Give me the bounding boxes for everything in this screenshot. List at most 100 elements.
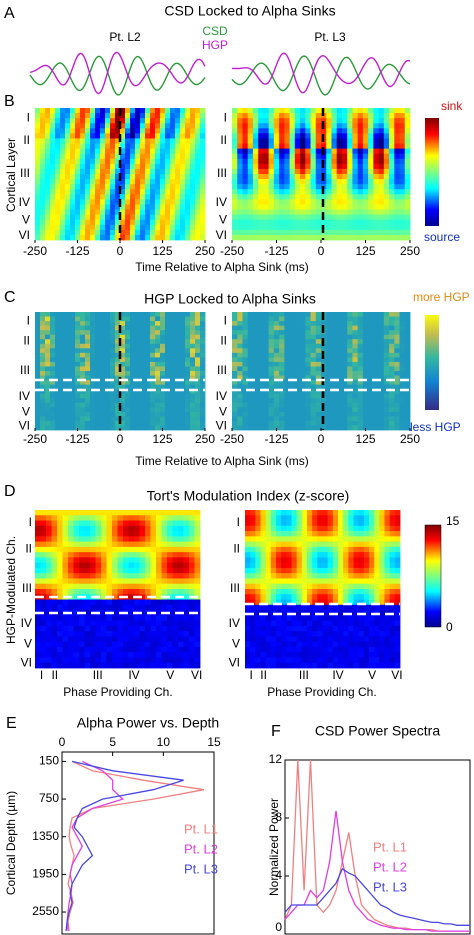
heatmap-cell (263, 189, 270, 195)
heatmap-cell (57, 636, 63, 643)
heatmap-cell (315, 199, 322, 205)
heatmap-cell (190, 348, 196, 354)
heatmap-cell (368, 389, 374, 395)
heatmap-cell (327, 573, 334, 579)
heatmap-cell (237, 128, 243, 134)
heatmap-cell (357, 189, 364, 195)
heatmap-cell (105, 163, 111, 170)
heatmap-cell (260, 594, 267, 600)
heatmap-cell (68, 557, 74, 564)
heatmap-cell (379, 525, 385, 532)
heatmap-cell (250, 546, 256, 553)
heatmap-cell (115, 312, 121, 317)
heatmap-cell (135, 108, 141, 114)
heatmap-cell (389, 411, 395, 417)
heatmap-cell (165, 348, 171, 354)
heatmap-cell (178, 620, 184, 627)
heatmap-cell (90, 384, 96, 390)
heatmap-cell (57, 567, 63, 574)
heatmap-cell (194, 636, 201, 643)
heatmap-cell (112, 641, 118, 648)
heatmap-cell (347, 153, 353, 160)
heatmap-cell (331, 184, 338, 190)
heatmap-cell (296, 557, 303, 564)
heatmap-cell (90, 321, 96, 327)
heatmap-cell (160, 357, 166, 363)
heatmap-cell (378, 209, 385, 216)
heatmap-cell (315, 366, 322, 372)
heatmap-cell (70, 398, 76, 404)
heatmap-cell (90, 204, 96, 210)
heatmap-cell (394, 179, 400, 185)
heatmap-cell (180, 128, 186, 134)
heatmap-cell (46, 641, 52, 648)
heatmap-cell (242, 148, 249, 155)
heatmap-cell (245, 567, 251, 574)
heatmap-cell (294, 194, 301, 200)
heatmap-cell (394, 357, 400, 363)
heatmap-cell (75, 153, 81, 160)
heatmap-cell (35, 531, 41, 537)
heatmap-cell (110, 339, 116, 345)
heatmap-cell (399, 174, 406, 180)
heatmap-cell (286, 583, 292, 590)
heatmap-cell (341, 398, 348, 404)
heatmap-cell (73, 599, 80, 606)
heatmap-cell (237, 402, 243, 408)
heatmap-cell (117, 578, 124, 585)
heatmap-cell (190, 199, 196, 205)
heatmap-cell (183, 615, 190, 621)
heatmap-cell (145, 615, 151, 621)
heatmap-cell (170, 229, 176, 236)
heatmap-cell (237, 321, 243, 327)
heatmap-cell (300, 224, 306, 231)
heatmap-cell (260, 546, 267, 553)
heatmap-cell (190, 371, 196, 376)
heatmap-cell (35, 420, 41, 426)
heatmap-cell (145, 214, 151, 221)
heatmap-cell (232, 108, 238, 114)
heatmap-cell (332, 583, 339, 590)
heatmap-cell (95, 158, 101, 165)
heatmap-cell (46, 625, 52, 632)
heatmap-cell (40, 625, 47, 632)
heatmap-cell (305, 407, 311, 413)
heatmap-cell (35, 520, 41, 527)
heatmap-cell (315, 330, 322, 336)
heatmap-cell (291, 594, 298, 600)
heatmap-cell (60, 174, 66, 180)
heatmap-cell (125, 219, 131, 226)
heatmap-cell (117, 641, 124, 648)
heatmap-cell (357, 420, 364, 426)
heatmap-cell (294, 143, 301, 150)
heatmap-cell (245, 510, 251, 516)
heatmap-cell (327, 583, 334, 590)
heatmap-cell (279, 357, 285, 363)
heatmap-cell (322, 531, 329, 537)
heatmap-cell (45, 316, 51, 322)
heatmap-cell (258, 163, 264, 170)
heatmap-cell (178, 578, 184, 585)
heatmap-cell (352, 425, 359, 431)
heatmap-cell (139, 589, 146, 595)
heatmap-cell (95, 371, 101, 376)
heatmap-cell (65, 113, 71, 119)
heatmap-cell (294, 366, 301, 372)
heatmap-cell (95, 334, 101, 340)
heatmap-cell (155, 229, 161, 236)
heatmap-cell (373, 179, 379, 185)
heatmap-cell (321, 321, 327, 327)
heatmap-cell (270, 515, 277, 521)
heatmap-cell (389, 352, 395, 358)
heatmap-cell (155, 357, 161, 363)
heatmap-cell (352, 143, 359, 150)
heatmap-cell (286, 604, 292, 611)
heatmap-cell (289, 330, 296, 336)
heatmap-cell (389, 531, 396, 537)
heatmap-cell (232, 204, 238, 210)
heatmap-cell (247, 407, 254, 413)
heatmap-cell (80, 330, 86, 336)
heatmap-cell (150, 646, 157, 653)
heatmap-cell (170, 219, 176, 226)
heatmap-cell (120, 108, 126, 114)
